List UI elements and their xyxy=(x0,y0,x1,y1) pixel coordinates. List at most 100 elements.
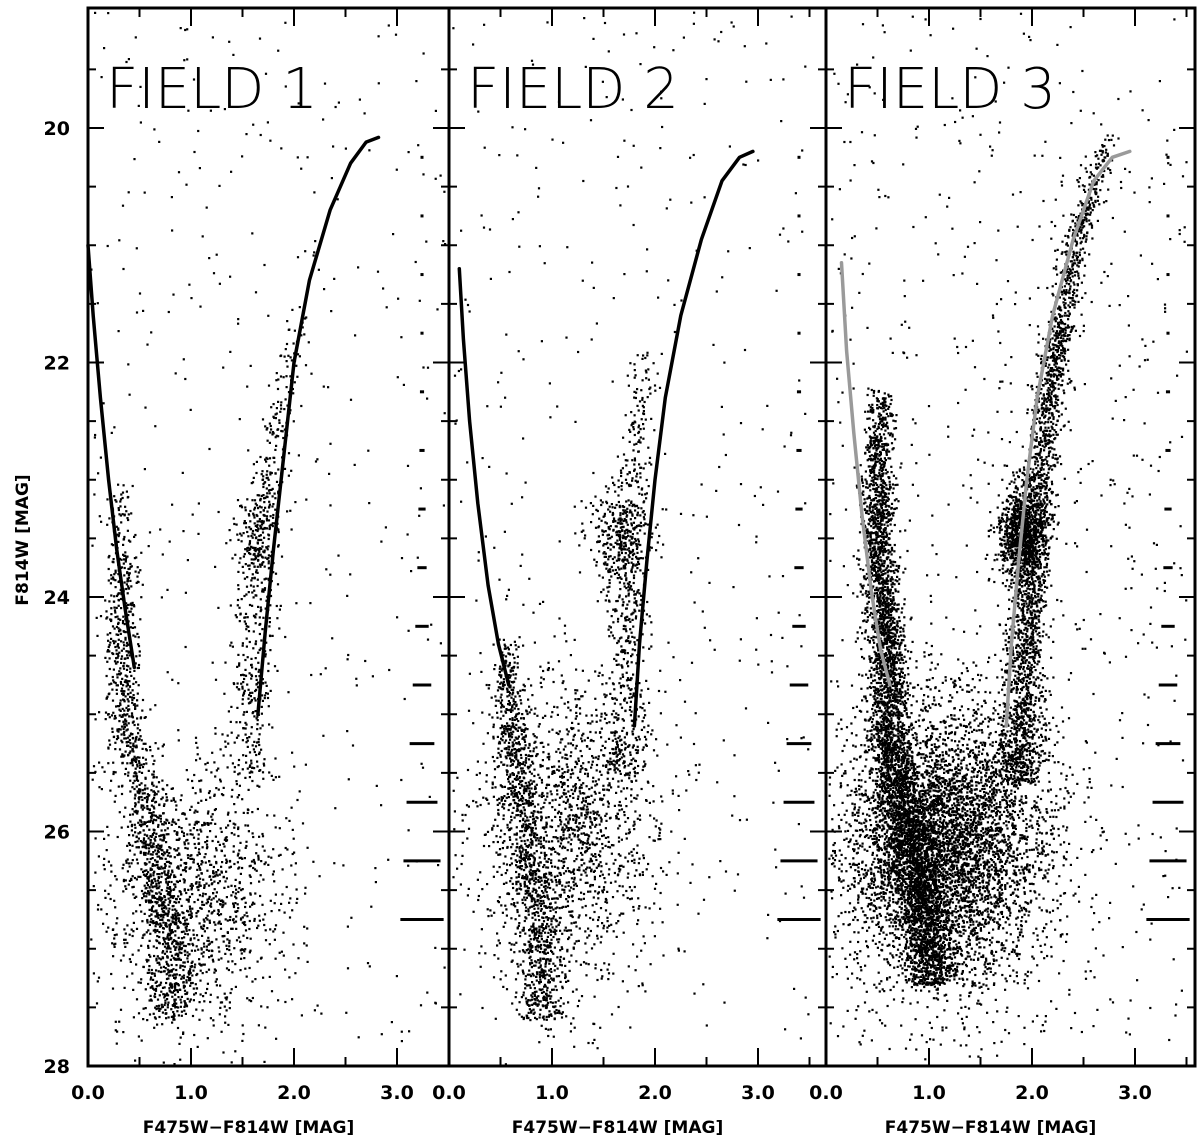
panel-1-star-point xyxy=(274,957,277,960)
panel-1-star-point xyxy=(128,849,132,852)
panel-1-star-point xyxy=(275,480,279,483)
panel-2-star-point xyxy=(539,1008,542,1011)
panel-1-star-point xyxy=(256,571,259,574)
panel-1-star-point xyxy=(254,745,258,748)
panel-1-star-point xyxy=(189,916,192,919)
panel-2-star-point xyxy=(499,682,502,685)
panel-1-star-point xyxy=(173,1063,176,1066)
panel-1-star-point xyxy=(237,584,240,587)
panel-1-star-point xyxy=(153,796,156,799)
panel-1-star-point xyxy=(172,968,175,971)
panel-1-star-point xyxy=(160,898,163,901)
panel-1-star-point xyxy=(173,917,176,920)
panel-1-star-point xyxy=(124,773,127,776)
panel-1-star-point xyxy=(260,538,263,541)
panel-2-star-point xyxy=(517,791,520,794)
panel-1-star-point xyxy=(155,959,158,962)
panel-1-star-point xyxy=(134,1059,137,1062)
panel-1-star-point xyxy=(265,473,268,476)
panel-1-star-point xyxy=(131,613,134,616)
panel-1-star-point xyxy=(193,150,196,154)
panel-1-star-point xyxy=(150,968,153,972)
panel-2-star-point xyxy=(511,759,514,762)
panel-1-star-point xyxy=(240,682,243,685)
panel-2-star-point xyxy=(525,1000,528,1003)
panel-1-star-point xyxy=(284,1000,287,1004)
panel-1-star-point xyxy=(119,699,122,702)
panel-2-star-point xyxy=(533,912,536,915)
panel-1-star-point xyxy=(358,98,361,101)
panel-1-star-point xyxy=(244,658,247,662)
panel-1-star-point xyxy=(198,894,201,897)
panel-1-star-point xyxy=(241,857,244,860)
panel-1-star-point xyxy=(92,972,95,975)
panel-1-star-point xyxy=(235,523,238,526)
panel-2-star-point xyxy=(531,916,534,919)
panel-1-star-point xyxy=(209,993,212,996)
panel-1-star-point xyxy=(217,910,220,913)
panel-1-star-point xyxy=(259,511,262,514)
panel-1-star-point xyxy=(112,578,115,581)
panel-1-star-point xyxy=(215,769,218,772)
panel-1-star-point xyxy=(255,683,258,686)
panel-2-star-point xyxy=(533,871,536,874)
panel-1-star-point xyxy=(255,753,258,757)
panel-2-star-point xyxy=(520,747,523,750)
panel-1-star-point xyxy=(225,896,228,899)
panel-1-star-point xyxy=(263,697,266,700)
panel-1-star-point xyxy=(114,906,117,909)
panel-1-star-point xyxy=(390,1021,393,1024)
panel-1-star-point xyxy=(292,837,295,840)
panel-1-star-point xyxy=(197,851,200,854)
panel-1-star-point xyxy=(161,901,164,904)
panel-2-star-point xyxy=(502,685,505,688)
panel-2-star-point xyxy=(502,727,506,730)
panel-1-star-point xyxy=(189,998,192,1001)
panel-1-star-point xyxy=(232,891,235,894)
panel-1-star-point xyxy=(285,375,288,378)
panel-1-star-point xyxy=(137,636,140,639)
panel-1-star-point xyxy=(120,682,123,685)
panel-2-star-point xyxy=(517,799,521,802)
panel-1-star-point xyxy=(332,145,335,148)
panel-2-star-point xyxy=(508,661,511,665)
panel-1-star-point xyxy=(265,546,268,549)
panel-1-star-point xyxy=(157,898,160,901)
panel-1-star-point xyxy=(149,867,152,870)
panel-1-star-point xyxy=(258,751,261,754)
panel-1-star-point xyxy=(160,990,163,993)
panel-2-star-point xyxy=(500,693,503,696)
panel-2-star-point xyxy=(544,952,547,955)
panel-1-star-point xyxy=(130,715,133,718)
panel-1-star-point xyxy=(215,847,218,850)
panel-1-star-point xyxy=(254,529,258,532)
panel-2-star-point xyxy=(543,950,546,953)
panel-1-star-point xyxy=(268,500,271,503)
panel-1-star-point xyxy=(173,1004,176,1008)
panel-1-star-point xyxy=(276,617,279,620)
panel-1-star-point xyxy=(259,598,262,601)
panel-1-star-point xyxy=(396,616,399,619)
panel-1-star-point xyxy=(180,995,183,998)
panel-1-star-point xyxy=(193,823,196,826)
panel-1-star-point xyxy=(281,425,284,428)
panel-1-star-point xyxy=(217,606,220,609)
panel-2-star-point xyxy=(533,883,536,886)
panel-1-star-point xyxy=(178,837,181,840)
panel-1-star-point xyxy=(244,563,247,566)
panel-1-star-point xyxy=(165,977,169,981)
panel-1-star-point xyxy=(159,867,162,870)
panel-1-star-point xyxy=(143,869,146,872)
panel-1-star-point xyxy=(133,896,136,899)
panel-2-star-point xyxy=(531,800,534,803)
panel-1-star-point xyxy=(129,667,132,670)
panel-1-star-point xyxy=(98,515,101,518)
panel-2-star-point xyxy=(506,688,509,692)
panel-1-star-point xyxy=(172,1018,175,1021)
panel-1-star-point xyxy=(155,892,158,895)
panel-1-star-point xyxy=(203,930,206,933)
panel-2-star-point xyxy=(518,887,521,890)
panel-1-star-point xyxy=(127,58,130,61)
panel-1-star-point xyxy=(222,786,225,789)
panel-1-star-point xyxy=(162,910,165,914)
